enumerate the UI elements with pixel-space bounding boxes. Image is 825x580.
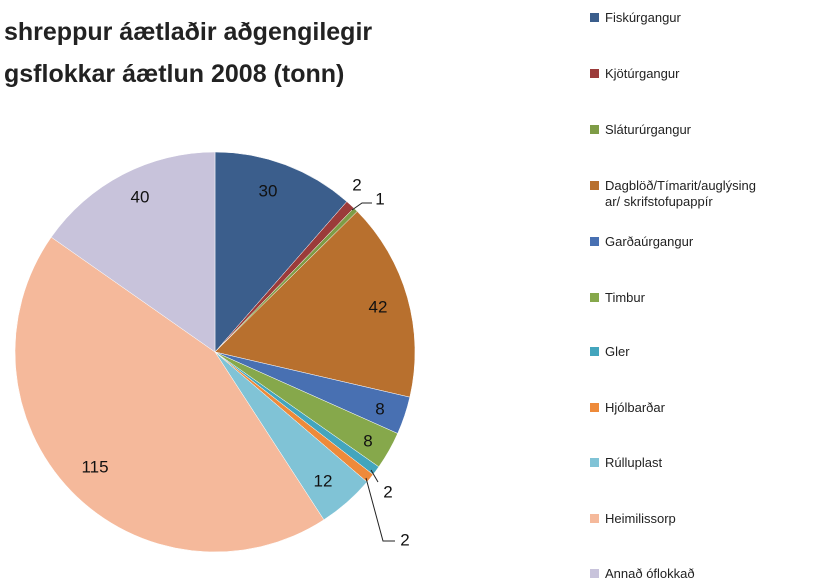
legend-label: Fiskúrgangur: [605, 10, 681, 25]
data-label: 30: [259, 181, 278, 200]
legend-swatch: [590, 237, 599, 246]
legend-swatch: [590, 569, 599, 578]
legend-label: Sláturúrgangur: [605, 122, 691, 137]
pie-slice: [214, 151, 348, 353]
legend-swatch: [590, 13, 599, 22]
legend-swatch: [590, 69, 599, 78]
legend-label: Dagblöð/Tímarit/auglýsingar/ skrifstofup…: [605, 178, 757, 209]
legend-swatch: [590, 403, 599, 412]
leader-line: [365, 477, 395, 542]
data-label: 2: [400, 530, 409, 549]
legend-label: Timbur: [605, 290, 645, 305]
legend-entry: Hjólbarðar: [590, 400, 815, 416]
legend-label: Kjötúrgangur: [605, 66, 680, 81]
legend-entry: Timbur: [590, 290, 815, 306]
pie-slice: [50, 151, 216, 353]
legend-entry: Rúlluplast: [590, 455, 815, 471]
data-label: 8: [363, 431, 372, 450]
data-label: 40: [131, 187, 150, 206]
legend-label: Hjólbarðar: [605, 400, 665, 415]
legend-entry: Heimilissorp: [590, 511, 815, 527]
data-label: 12: [314, 471, 333, 490]
data-label: 42: [369, 297, 388, 316]
leader-line: [351, 202, 372, 211]
legend-label: Annað óflokkað: [605, 566, 695, 580]
pie-slice: [14, 236, 325, 553]
data-label: 115: [81, 457, 108, 476]
legend-swatch: [590, 125, 599, 134]
legend-swatch: [590, 181, 599, 190]
chart-title: shreppur áætlaðir aðgengilegir: [4, 18, 372, 46]
legend-entry: Garðaúrgangur: [590, 234, 815, 250]
legend-swatch: [590, 514, 599, 523]
data-label: 1: [375, 189, 384, 208]
legend-swatch: [590, 347, 599, 356]
legend-entry: Kjötúrgangur: [590, 66, 815, 82]
pie-slice: [214, 211, 416, 398]
chart: shreppur áætlaðir aðgengilegir gsflokkar…: [4, 18, 416, 553]
data-label: 8: [375, 399, 384, 418]
legend-label: Gler: [605, 344, 630, 359]
legend-label: Rúlluplast: [605, 455, 663, 470]
legend-swatch: [590, 293, 599, 302]
chart-title: gsflokkar áætlun 2008 (tonn): [4, 60, 344, 88]
legend: Fiskúrgangur Kjötúrgangur Sláturúrgangur Da…: [590, 0, 825, 580]
legend-entry: Annað óflokkað: [590, 566, 815, 580]
legend-label: Garðaúrgangur: [605, 234, 694, 249]
data-label: 2: [383, 482, 392, 501]
legend-entry: Dagblöð/Tímarit/auglýsingar/ skrifstofup…: [590, 178, 763, 210]
legend-entry: Gler: [590, 344, 815, 360]
data-label: 2: [352, 175, 361, 194]
legend-swatch: [590, 458, 599, 467]
legend-entry: Fiskúrgangur: [590, 10, 815, 26]
legend-entry: Sláturúrgangur: [590, 122, 815, 138]
leader-line: [370, 469, 379, 483]
legend-label: Heimilissorp: [605, 511, 676, 526]
